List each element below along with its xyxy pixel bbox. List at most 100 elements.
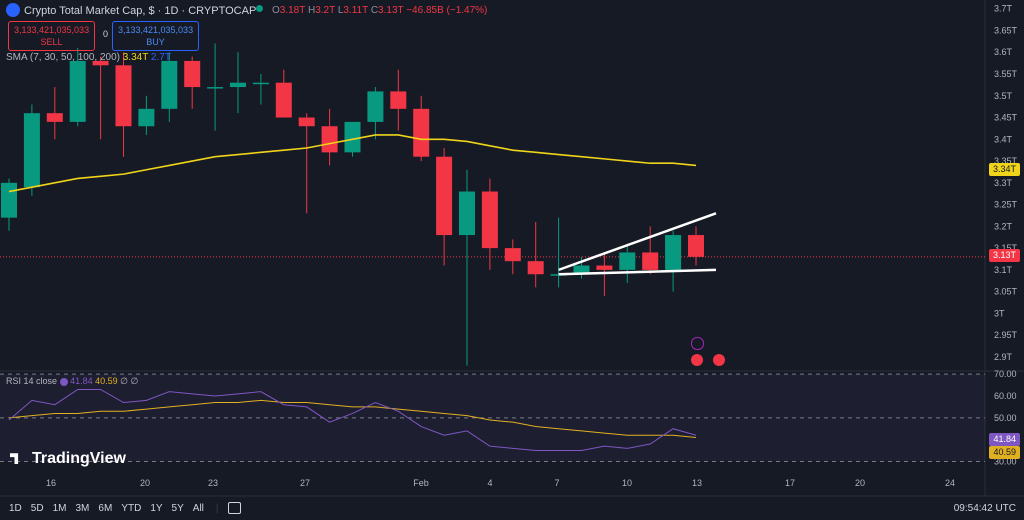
time-tick-label: 13 [692,478,702,488]
candle-body [23,113,40,188]
rsi-tick-label: 60.00 [994,391,1017,401]
rsi-legend[interactable]: RSI 14 close 41.84 40.59 ∅ ∅ [6,376,139,386]
candle-body [92,60,109,66]
price-tick-label: 3.4T [994,134,1013,144]
candle-body [436,156,453,236]
time-tick-label: 10 [622,478,632,488]
us-flag-event-icon[interactable] [691,354,703,366]
time-tick-label: 16 [46,478,56,488]
candle-body [619,252,636,270]
candle-body [1,182,17,218]
price-tick-label: 2.95T [994,330,1018,340]
price-tick-label: 3.15T [994,243,1018,253]
candle-body [252,82,269,85]
candle-body [69,60,86,122]
rsi-tick-label: 70.00 [994,369,1017,379]
candle-body [161,60,178,109]
sma-price-tag: 3.34T [988,163,1020,176]
time-tick-label: 7 [554,478,559,488]
chart-title[interactable]: Crypto Total Market Cap, $ · 1D · CRYPTO… [24,5,257,17]
tv-logo-icon [10,453,19,465]
rsi-ma-line [8,399,697,438]
candle-body [115,65,132,127]
price-tick-label: 3T [994,308,1005,318]
candle-body [459,191,475,236]
price-tick-label: 2.9T [994,352,1013,362]
range-5y[interactable]: 5Y [171,502,184,514]
candle-body [138,108,155,127]
range-6m[interactable]: 6M [98,502,113,514]
candle-body [344,121,361,153]
range-toolbar: 1D 5D 1M 3M 6M YTD 1Y 5Y All | 09:54:42 … [0,496,1024,520]
market-status-icon [256,5,263,12]
sma-legend[interactable]: SMA (7, 30, 50, 100, 200) 3.34T 2.7T [6,52,171,63]
time-tick-label: 24 [945,478,955,488]
rsi-tick-label: 30.00 [994,456,1017,466]
rsi-line [8,388,697,452]
range-all[interactable]: All [192,502,204,514]
candle-body [527,261,544,275]
ohlc-readout: O3.18T H3.2T L3.11T C3.13T −46.85B (−1.4… [272,5,488,16]
candle-body [665,235,682,270]
price-tick-label: 3.5T [994,91,1013,101]
candle-body [390,91,407,109]
current-price-tag: 3.13T [988,249,1020,262]
range-1d[interactable]: 1D [9,502,22,514]
time-tick-label: 17 [785,478,795,488]
spread-value: 0 [103,29,109,39]
time-tick-label: Feb [413,478,429,488]
price-tick-label: 3.05T [994,287,1018,297]
candle-body [642,252,659,270]
candle-body [184,60,201,88]
crypto-logo-icon [6,3,20,17]
rsi-value-tag: 41.84 [989,433,1020,446]
range-ytd[interactable]: YTD [121,502,142,514]
trendline [558,268,717,276]
calendar-icon[interactable] [227,502,241,514]
rsi-tick-label: 50.00 [994,413,1017,423]
price-tick-label: 3.45T [994,113,1018,123]
range-3m[interactable]: 3M [75,502,90,514]
candle-body [596,265,613,270]
time-tick-label: 4 [487,478,492,488]
price-tick-label: 3.6T [994,47,1013,57]
price-tick-label: 3.2T [994,221,1013,231]
candle-body [413,108,430,157]
candle-body [573,265,590,275]
lightning-event-icon[interactable] [691,337,704,350]
range-5d[interactable]: 5D [30,502,44,514]
rsi-eye-icon[interactable] [59,377,68,386]
us-flag-event-icon-2[interactable] [713,354,725,366]
rsi-ma-value-tag: 40.59 [989,446,1020,459]
candle-body [688,235,704,257]
price-tick-label: 3.25T [994,200,1018,210]
buy-button[interactable]: 3,133,421,035,033 BUY [112,21,200,51]
price-tick-label: 3.3T [994,178,1013,188]
range-1y[interactable]: 1Y [150,502,163,514]
toolbar-divider: | [215,502,219,514]
sma-line [8,134,697,193]
candle-body [230,82,246,88]
trendline [558,212,717,272]
candle-body [481,191,498,249]
candle-body [367,91,384,122]
candle-body [321,126,338,153]
candle-body [298,117,315,127]
price-tick-label: 3.55T [994,69,1018,79]
tradingview-watermark: TradingView [10,450,126,468]
price-tick-label: 3.35T [994,156,1018,166]
time-tick-label: 23 [208,478,218,488]
price-tick-label: 3.65T [994,25,1018,35]
range-1m[interactable]: 1M [52,502,67,514]
sell-button[interactable]: 3,133,421,035,033 SELL [8,21,96,51]
candle-body [275,82,292,118]
candle-body [504,248,521,262]
time-tick-label: 27 [300,478,310,488]
time-tick-label: 20 [855,478,865,488]
clock-time[interactable]: 09:54:42 UTC [953,502,1016,514]
candle-body [207,87,224,89]
price-tick-label: 3.7T [994,4,1013,14]
time-tick-label: 20 [140,478,150,488]
